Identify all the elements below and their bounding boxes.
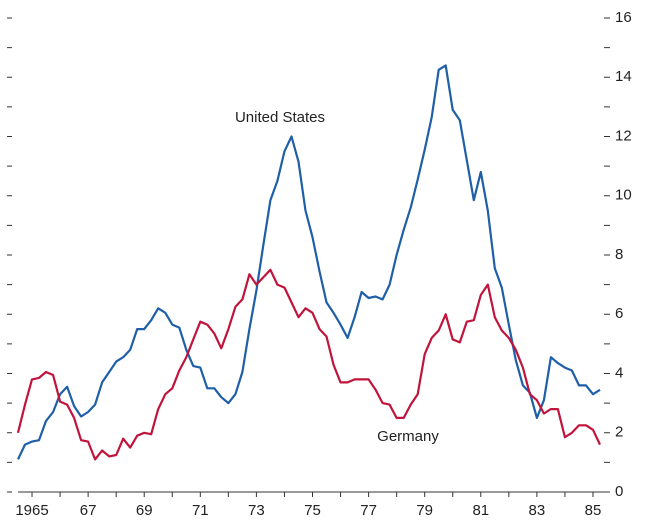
series-annotation: Germany — [377, 428, 439, 445]
x-tick-label: 1965 — [15, 502, 48, 519]
x-tick-label: 73 — [248, 502, 265, 519]
x-tick-label: 85 — [585, 502, 602, 519]
x-tick-label: 69 — [136, 502, 153, 519]
x-tick-label: 75 — [304, 502, 321, 519]
y-tick-label: 2 — [615, 424, 623, 441]
x-tick-label: 79 — [416, 502, 433, 519]
x-tick-label: 81 — [472, 502, 489, 519]
series-line — [16, 268, 601, 461]
series-line — [17, 64, 601, 460]
y-tick-label: 6 — [615, 305, 623, 322]
x-tick-label: 77 — [360, 502, 377, 519]
x-tick-label: 67 — [80, 502, 97, 519]
y-tick-label: 16 — [615, 9, 632, 26]
y-tick-label: 4 — [615, 364, 623, 381]
x-tick-label: 71 — [192, 502, 209, 519]
y-tick-label: 0 — [615, 483, 623, 500]
y-tick-label: 12 — [615, 127, 632, 144]
x-tick-label: 83 — [529, 502, 546, 519]
y-tick-label: 10 — [615, 187, 632, 204]
series-annotation: United States — [235, 109, 325, 126]
y-tick-label: 8 — [615, 246, 623, 263]
y-tick-label: 14 — [615, 68, 632, 85]
